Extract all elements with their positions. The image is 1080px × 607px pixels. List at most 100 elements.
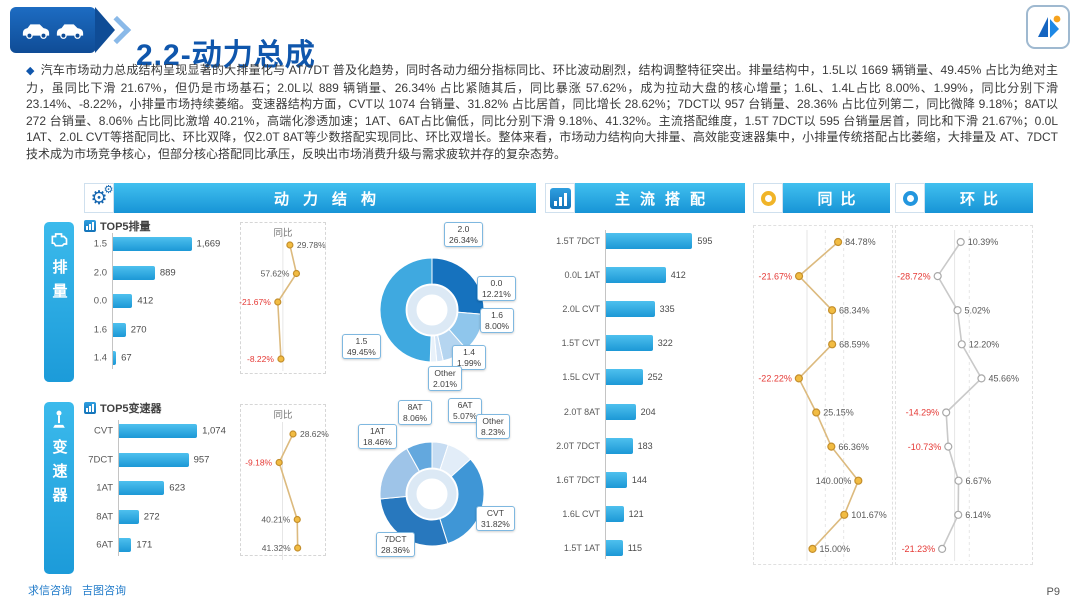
donut-callout: 1AT 18.46% [358, 424, 397, 449]
bar [606, 233, 693, 249]
data-label: -28.72% [897, 271, 931, 281]
data-point [953, 306, 962, 315]
bar-value-label: 270 [130, 324, 147, 335]
donut-callout: 2.0 26.34% [444, 222, 483, 247]
chart-pairing-mom: 10.39% -28.72% 5.02% 12.20% 45.66% -14.29% -10… [895, 225, 1033, 565]
slice-percent: 2.01% [433, 378, 458, 389]
data-point [827, 306, 837, 315]
bar-category-label: 1.4 [93, 352, 107, 364]
slice-percent: 8.00% [485, 320, 510, 331]
donut-slice [379, 257, 433, 363]
bar-value-label: 115 [627, 542, 643, 553]
donut-callout: 8AT 8.06% [398, 400, 433, 425]
bar [606, 301, 655, 318]
bar [606, 471, 627, 488]
data-label: -22.22% [758, 374, 792, 384]
bar-category-label: 1.5 [93, 238, 107, 250]
slice-name: 1.6 [491, 310, 503, 320]
donut-callout: 1.6 8.00% [480, 308, 515, 333]
data-point [833, 237, 843, 247]
bar [606, 335, 653, 352]
bar [119, 509, 139, 524]
axis-line [112, 233, 113, 369]
summary-text: 汽车市场动力总成结构呈现显著的大排量化与 AT/7DT 普及化趋势，同时各动力细… [26, 63, 1058, 161]
chart-title: TOP5排量 [84, 218, 236, 234]
data-point [840, 510, 849, 519]
data-point [808, 544, 817, 553]
car-icon [22, 24, 50, 39]
bar [606, 267, 666, 284]
chart-top5-displacement: TOP5排量 1.5 1,669 2.0 889 0.0 412 1.6 270 1.4 67 [84, 218, 236, 390]
donut-callout: 1.5 49.45% [342, 334, 381, 359]
bar [113, 265, 155, 280]
data-label: 101.67% [851, 510, 887, 520]
data-label: 66.36% [838, 442, 869, 452]
slice-name: 1AT [369, 426, 385, 436]
mini-bar-chart-icon [84, 402, 96, 414]
bar-value-label: 623 [169, 482, 186, 494]
data-label: 84.78% [845, 237, 876, 247]
axis-line [118, 420, 119, 556]
side-tab-label: 变速器 [50, 439, 68, 511]
donut-callout: 7DCT 28.36% [376, 532, 415, 557]
slice-percent: 8.06% [403, 412, 428, 423]
data-point [292, 269, 301, 278]
data-label: 12.20% [969, 339, 1000, 349]
slice-name: 8AT [407, 402, 423, 412]
brand-logo [1026, 5, 1070, 49]
slice-percent: 12.21% [482, 288, 511, 299]
data-point [812, 408, 821, 417]
chart-pairing-yoy: 84.78% -21.67% 68.34% 68.59% -22.22% 25.15% 66… [753, 225, 893, 565]
bullet-diamond-icon: ◆ [26, 65, 35, 77]
bar-category-label: 1AT [96, 482, 113, 494]
bar [606, 369, 643, 386]
data-label: 10.39% [968, 237, 999, 247]
bar-value-label: 412 [670, 270, 686, 281]
bar-value-label: 412 [137, 295, 154, 307]
bar-category-label: 1.6L CVT [562, 508, 600, 519]
donut-callout: Other 8.23% [476, 414, 511, 439]
donut-callout: CVT 31.82% [476, 506, 515, 531]
donut-chart [379, 257, 485, 363]
data-label: 45.66% [988, 374, 1019, 384]
data-label: 140.00% [816, 476, 852, 486]
data-point [956, 237, 965, 247]
slice-percent: 8.23% [481, 426, 506, 437]
slice-name: Other [434, 368, 456, 378]
chart-displacement-yoy: 同比 29.78% 57.62% -21.67% -8.22% [239, 222, 326, 374]
data-label: 41.32% [262, 543, 291, 553]
bar-category-label: 1.6 [93, 324, 107, 335]
bar-value-label: 272 [143, 511, 160, 522]
data-label: -21.23% [902, 544, 936, 554]
data-point [794, 374, 803, 383]
bar-category-label: 2.0L CVT [562, 304, 600, 315]
section-header-power-structure: ⚙ ⚙ 动力结构 [84, 183, 536, 213]
bar-value-label: 121 [628, 508, 644, 519]
trend-line [278, 433, 299, 549]
data-point [942, 408, 951, 417]
data-label: 6.14% [965, 510, 991, 520]
data-point [274, 298, 282, 306]
section-header-mom: 环比 [895, 183, 1033, 213]
bar-value-label: 322 [657, 338, 673, 349]
donut-slice [406, 441, 433, 472]
donut-slice [379, 495, 449, 547]
footer-link-jitu[interactable]: 吉图咨询 [82, 585, 126, 597]
data-point [933, 271, 942, 281]
data-point [944, 442, 953, 451]
bar [606, 539, 623, 556]
data-point [275, 458, 283, 467]
data-label: 5.02% [965, 305, 991, 315]
footer-link-qiuxin[interactable]: 求信咨询 [28, 585, 72, 597]
yoy-line-chart: 28.62% -9.18% 40.21% 41.32% [245, 422, 329, 560]
chart-title: 同比 [273, 410, 293, 421]
section-header-yoy: 同比 [753, 183, 890, 213]
bar [119, 481, 165, 495]
chart-top5-transmission: TOP5变速器 CVT 1,074 7DCT 957 1AT 623 8AT 272 6AT 17… [84, 400, 236, 576]
bar [113, 351, 117, 365]
section-header-label: 主流搭配 [575, 183, 745, 213]
inner-ring [407, 285, 457, 335]
bar-category-label: 1.5T CVT [561, 338, 600, 349]
chart-transmission-yoy: 同比 28.62% -9.18% 40.21% 41.32% [240, 404, 329, 560]
mom-ring-icon [895, 183, 925, 213]
